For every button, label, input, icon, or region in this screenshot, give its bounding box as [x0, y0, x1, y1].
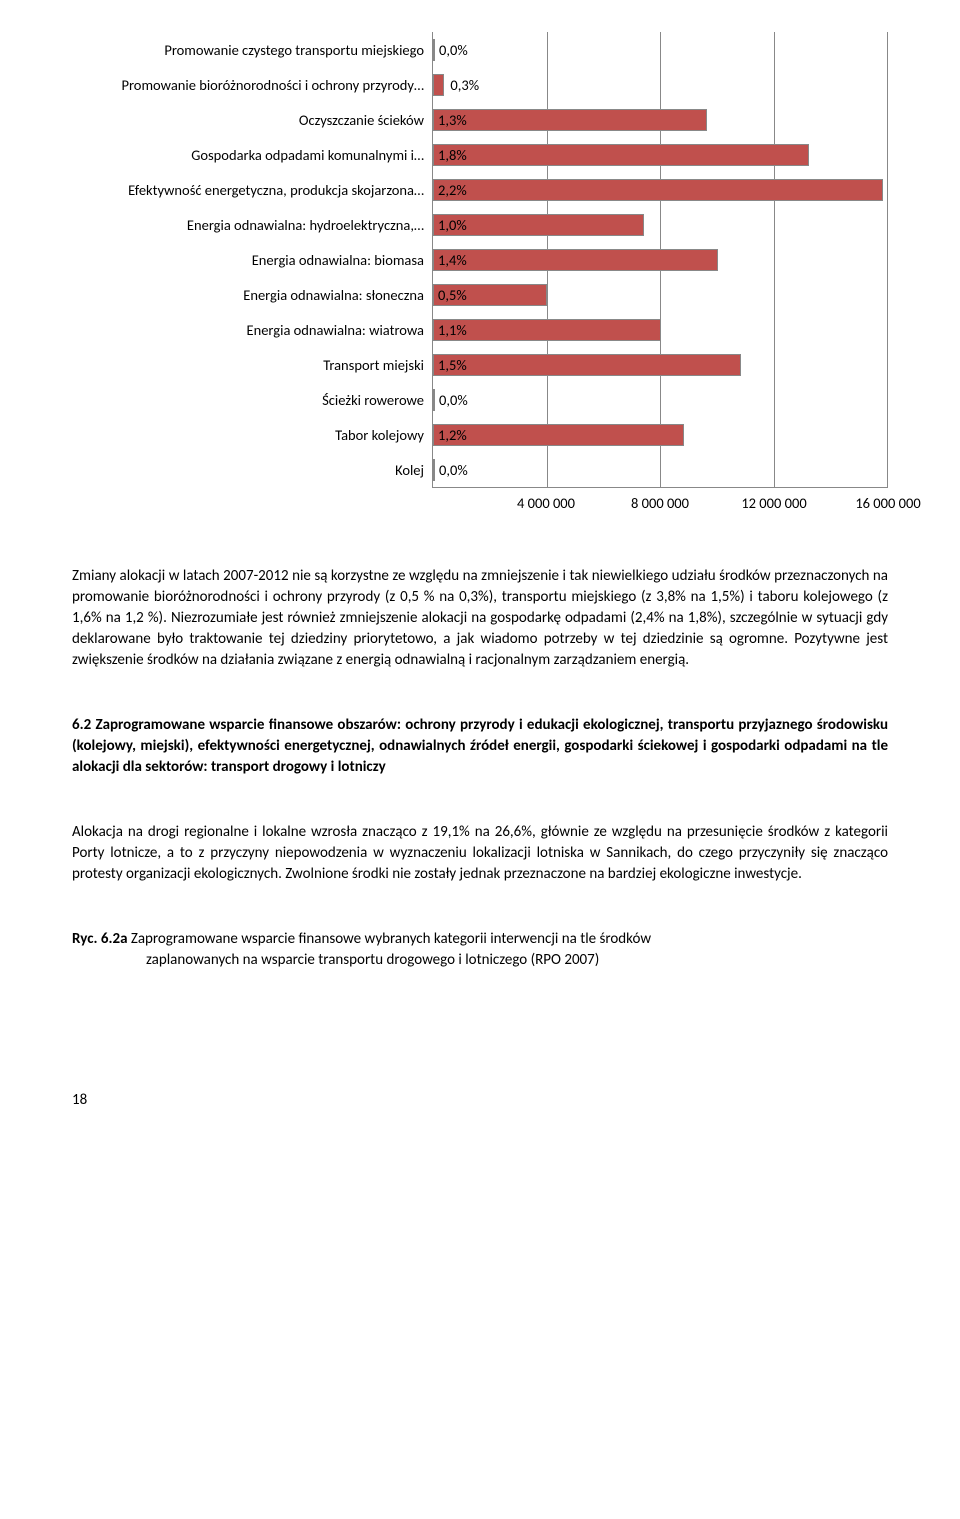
analysis-paragraph-1: Zmiany alokacji w latach 2007-2012 nie s… [72, 566, 888, 671]
heading-number: 6.2 [72, 716, 91, 734]
chart-bar-value-label: 1,4% [438, 251, 467, 269]
chart-category-label: Efektywność energetyczna, produkcja skoj… [72, 172, 432, 207]
chart-bar-value-label: 1,3% [438, 111, 467, 129]
chart-category-label: Kolej [72, 452, 432, 487]
chart-category-label: Gospodarka odpadami komunalnymi i… [72, 137, 432, 172]
chart-bar: 0,5% [433, 284, 547, 306]
chart-x-axis: 4 000 000 8 000 000 12 000 000 16 000 000 [432, 494, 960, 514]
chart-category-label: Energia odnawialna: słoneczna [72, 277, 432, 312]
chart-category-label: Ścieżki rowerowe [72, 382, 432, 417]
chart-bar: 1,2% [433, 424, 684, 446]
chart-bar-row: 0,0% [433, 452, 887, 487]
chart-plot-area: 0,0% 0,3% 1,3% 1,8% 2,2% 1,0% 1,4% 0,5% 1,1% 1,5%… [432, 32, 888, 488]
chart-category-label: Energia odnawialna: biomasa [72, 242, 432, 277]
page-number: 18 [72, 1091, 888, 1109]
chart-category-label: Promowanie czystego transportu miejskieg… [72, 32, 432, 67]
chart-category-label: Energia odnawialna: wiatrowa [72, 312, 432, 347]
section-heading-6-2: 6.2 Zaprogramowane wsparcie finansowe ob… [72, 715, 888, 778]
chart-bar-row: 0,5% [433, 277, 887, 312]
chart-bar-value-label: 0,5% [438, 286, 467, 304]
figure-text-line1: Zaprogramowane wsparcie finansowe wybran… [128, 930, 652, 948]
chart-bar-row: 0,3% [433, 67, 887, 102]
chart-x-tick-label: 12 000 000 [741, 494, 806, 512]
chart-bar-row: 1,1% [433, 312, 887, 347]
chart-category-label: Promowanie bioróżnorodności i ochrony pr… [72, 67, 432, 102]
chart-bar-row: 2,2% [433, 172, 887, 207]
figure-label: Ryc. 6.2a [72, 930, 128, 948]
chart-bar [433, 389, 435, 411]
chart-category-label: Oczyszczanie ścieków [72, 102, 432, 137]
chart-bar [433, 39, 435, 61]
chart-bar: 2,2% [433, 179, 883, 201]
chart-bar-value-label: 0,3% [450, 76, 479, 94]
chart-bar-value-label: 0,0% [439, 41, 468, 59]
chart-category-label: Tabor kolejowy [72, 417, 432, 452]
chart-x-tick-label: 4 000 000 [517, 494, 575, 512]
chart-bar-value-label: 1,5% [438, 356, 467, 374]
chart-bar-row: 1,5% [433, 347, 887, 382]
chart-bar-row: 1,3% [433, 102, 887, 137]
chart-bar: 1,4% [433, 249, 718, 271]
chart-bar-value-label: 0,0% [439, 391, 468, 409]
chart-bar-value-label: 1,1% [438, 321, 467, 339]
chart-bar: 1,0% [433, 214, 644, 236]
chart-x-tick-label: 8 000 000 [631, 494, 689, 512]
chart-bar-value-label: 1,8% [438, 146, 467, 164]
chart-bar: 1,5% [433, 354, 741, 376]
chart-bar: 1,3% [433, 109, 707, 131]
chart-bar: 1,8% [433, 144, 809, 166]
figure-text-line2: zaplanowanych na wsparcie transportu dro… [146, 950, 888, 971]
chart-category-label: Transport miejski [72, 347, 432, 382]
chart-category-labels: Promowanie czystego transportu miejskieg… [72, 32, 432, 488]
chart-bar-row: 1,4% [433, 242, 887, 277]
chart-bar-value-label: 2,2% [438, 181, 467, 199]
figure-caption-6-2a: Ryc. 6.2a Zaprogramowane wsparcie finans… [72, 929, 888, 971]
chart-bar [433, 459, 435, 481]
allocation-chart: Promowanie czystego transportu miejskieg… [72, 32, 888, 488]
analysis-paragraph-2: Alokacja na drogi regionalne i lokalne w… [72, 822, 888, 885]
chart-bar: 1,1% [433, 319, 661, 341]
chart-bar-row: 0,0% [433, 382, 887, 417]
chart-bar-row: 0,0% [433, 32, 887, 67]
chart-bar-row: 1,0% [433, 207, 887, 242]
chart-x-tick-label: 16 000 000 [855, 494, 920, 512]
chart-bar [433, 74, 444, 96]
chart-bar-row: 1,2% [433, 417, 887, 452]
chart-bar-value-label: 0,0% [439, 461, 468, 479]
chart-bar-row: 1,8% [433, 137, 887, 172]
chart-bar-value-label: 1,2% [438, 426, 467, 444]
chart-category-label: Energia odnawialna: hydroelektryczna,… [72, 207, 432, 242]
chart-bar-value-label: 1,0% [438, 216, 467, 234]
heading-text: Zaprogramowane wsparcie finansowe obszar… [72, 716, 888, 776]
